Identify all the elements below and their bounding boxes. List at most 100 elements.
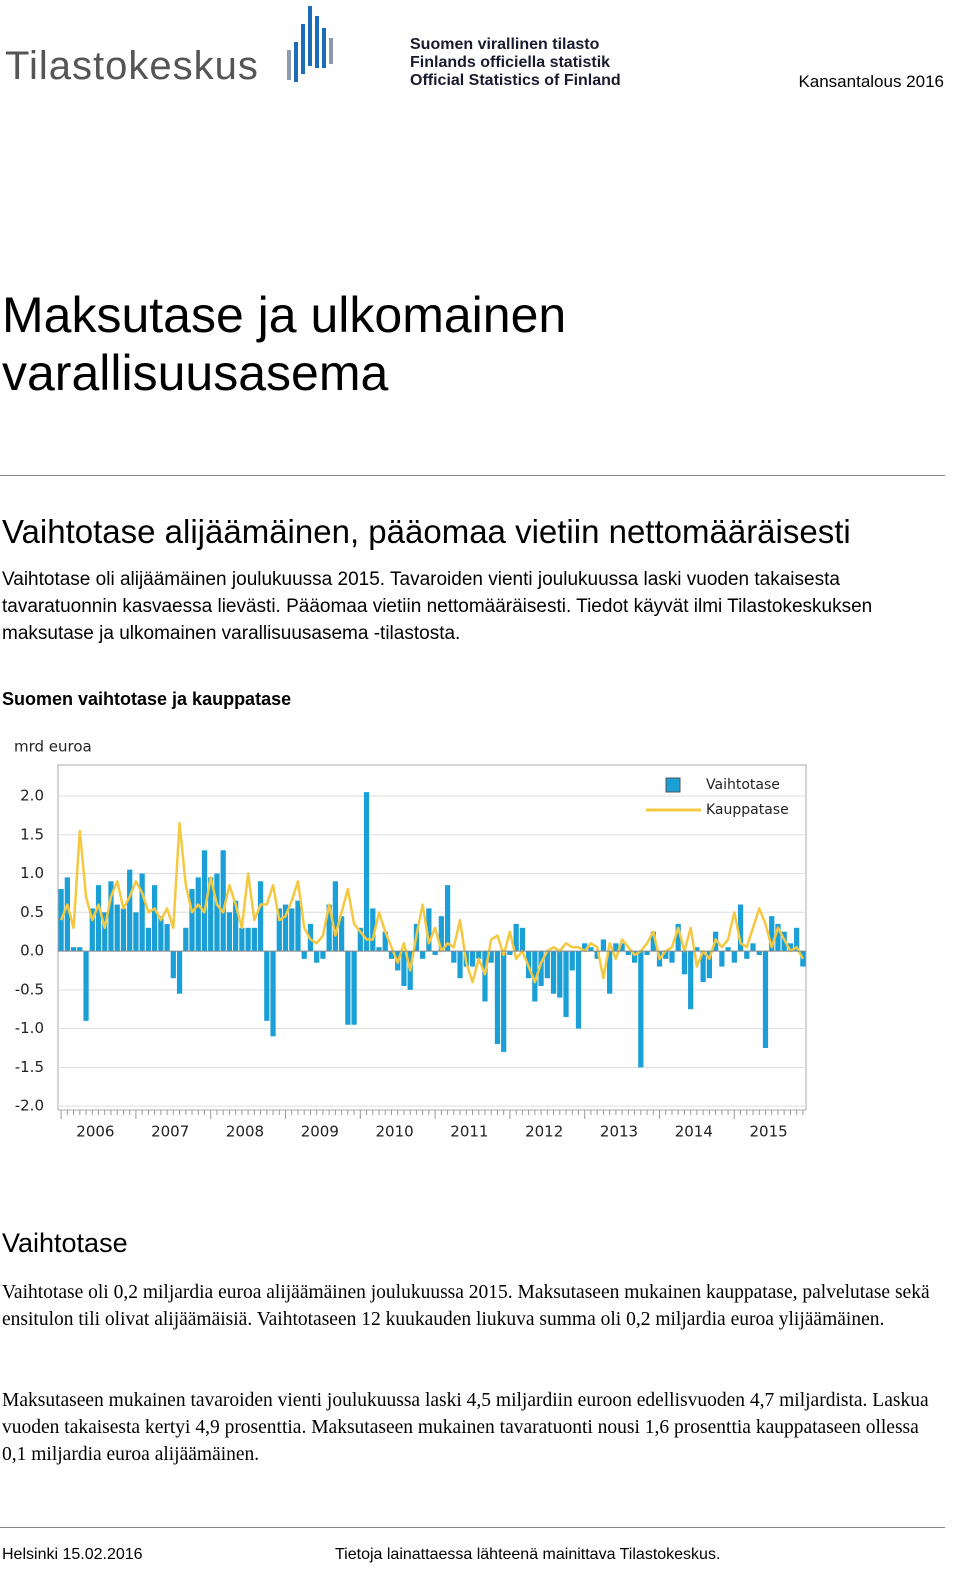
bar [750, 943, 756, 952]
bar [357, 927, 363, 952]
chart: mrd euroa 2.0 1.5 1.0 0.5 0.0 -0.5 -1.0 -1.5 -2.… [14, 738, 807, 1141]
bar [345, 951, 351, 1025]
bar [108, 881, 114, 952]
bar [158, 916, 164, 952]
y-tick-label: 1.5 [20, 825, 44, 843]
bar [95, 885, 102, 952]
bar [420, 951, 426, 959]
bar [681, 951, 688, 975]
bar [644, 951, 650, 955]
bar [507, 951, 513, 955]
y-tick-label: -0.5 [15, 980, 44, 998]
bar [613, 943, 619, 952]
bar [270, 951, 276, 1037]
x-tick-label: 2010 [376, 1123, 414, 1141]
line [59, 821, 804, 984]
bar [563, 951, 569, 1017]
divider [0, 475, 945, 476]
bar [457, 951, 463, 979]
footer-note: Tietoja lainattaessa lähteenä mainittava… [335, 1546, 721, 1563]
page-title: Maksutase ja ulkomainen varallisuusasema [2, 287, 567, 401]
paragraph: Vaihtotase oli 0,2 miljardia euroa alijä… [2, 1282, 930, 1330]
bar [338, 916, 345, 952]
bar [189, 889, 195, 952]
bar [600, 939, 607, 952]
bar [301, 951, 307, 959]
chart-title: Suomen vaihtotase ja kauppatase [2, 689, 292, 709]
y-tick-label: -2.0 [15, 1097, 44, 1115]
bar [550, 951, 557, 994]
bar [102, 912, 108, 952]
bar [501, 951, 507, 1052]
paragraph: Maksutaseen mukainen tavaroiden vienti j… [2, 1390, 929, 1465]
bar [482, 951, 488, 1002]
bar [725, 947, 731, 952]
bar [532, 951, 538, 1002]
bar [794, 927, 800, 952]
bar [588, 947, 594, 952]
bar [208, 877, 214, 952]
bar [582, 943, 588, 952]
bar [756, 951, 762, 955]
bar [314, 951, 320, 963]
bar [625, 951, 631, 955]
bar [426, 908, 432, 952]
bar [719, 951, 725, 967]
bar [401, 951, 407, 986]
bar [663, 951, 669, 959]
bar [544, 951, 550, 979]
bar [494, 951, 501, 1045]
bar [769, 916, 775, 952]
bar [120, 908, 127, 952]
bar [513, 923, 519, 952]
x-tick-label: 2008 [226, 1123, 264, 1141]
section-heading: Vaihtotase [2, 1228, 128, 1258]
bar [744, 951, 750, 959]
bar [469, 951, 476, 967]
bar [114, 904, 120, 952]
bar [127, 869, 133, 952]
bar [195, 877, 201, 952]
logo-mark [287, 6, 333, 82]
bar [70, 947, 77, 952]
bar [245, 927, 251, 952]
bar [706, 951, 713, 979]
bar [83, 951, 89, 1021]
bar [164, 923, 170, 952]
bar [233, 900, 239, 952]
x-tick-label: 2012 [525, 1123, 563, 1141]
bar [488, 951, 494, 963]
bar [538, 951, 544, 986]
bar [569, 951, 575, 971]
x-tick-label: 2007 [151, 1123, 189, 1141]
bar [370, 908, 376, 952]
bar [239, 927, 245, 952]
legend-label: Kauppatase [706, 802, 789, 818]
bar [557, 951, 563, 998]
bar [800, 951, 806, 967]
official-en: Official Statistics of Finland [410, 72, 621, 89]
bar [77, 947, 83, 952]
bar [183, 927, 189, 952]
footer-divider [0, 1527, 945, 1528]
y-axis-label: mrd euroa [14, 738, 92, 756]
bar [226, 912, 233, 952]
bar [432, 951, 438, 955]
bar [264, 951, 270, 1021]
bar [575, 951, 582, 1029]
bar [438, 916, 444, 952]
bar [220, 850, 226, 952]
bar [326, 904, 332, 952]
official-fi: Suomen virallinen tilasto [410, 36, 600, 53]
bar [139, 873, 145, 952]
bar [176, 951, 183, 994]
y-tick-label: 0.5 [20, 903, 44, 921]
bar [251, 927, 257, 952]
headline: Vaihtotase alijäämäinen, pääomaa vietiin… [2, 513, 851, 550]
y-tick-label: 1.0 [20, 864, 44, 882]
bar [519, 927, 526, 952]
lead: Vaihtotase oli alijäämäinen joulukuussa … [2, 569, 873, 644]
bar [289, 908, 295, 952]
bar [151, 885, 158, 952]
bar [89, 908, 95, 952]
